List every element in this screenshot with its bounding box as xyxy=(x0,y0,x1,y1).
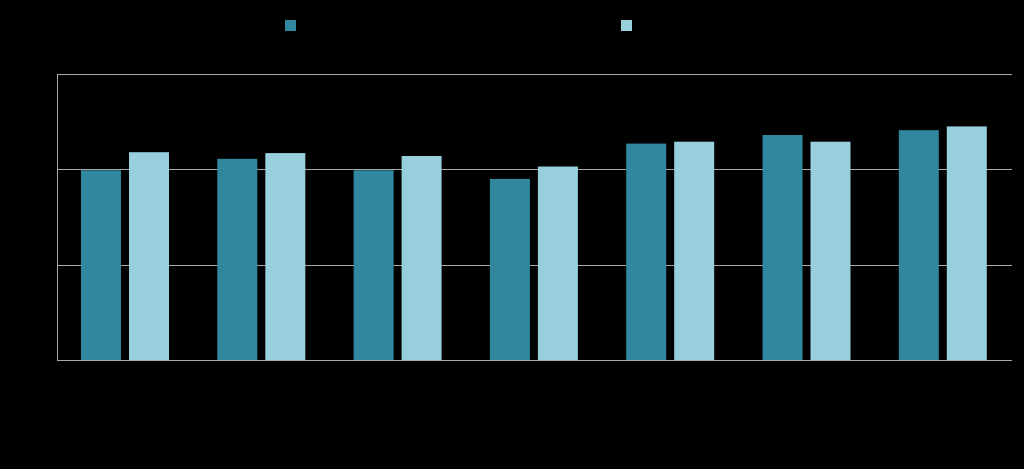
bar-series-2-category-4 xyxy=(537,166,578,360)
bar-series-1-category-2 xyxy=(217,158,258,360)
bar-series-1-category-3 xyxy=(353,170,394,360)
legend-swatch-series-1 xyxy=(285,20,296,31)
bar-series-1-category-4 xyxy=(489,178,530,360)
bar-series-1-category-1 xyxy=(81,170,121,360)
bar-series-2-category-3 xyxy=(401,156,442,360)
bar-series-2-category-7 xyxy=(946,126,987,361)
bar-series-2-category-6 xyxy=(810,141,851,360)
bar-series-2-category-5 xyxy=(674,141,715,360)
legend xyxy=(285,20,632,31)
legend-swatch-series-2 xyxy=(621,20,632,31)
bar-series-1-category-7 xyxy=(898,130,939,360)
bar-series-1-category-5 xyxy=(626,143,667,360)
axes xyxy=(57,74,1012,361)
bar-series-2-category-1 xyxy=(129,152,169,360)
gridlines xyxy=(57,74,1012,266)
bar-series-2-category-2 xyxy=(265,153,306,360)
bar-series-1-category-6 xyxy=(762,135,803,360)
bars xyxy=(81,126,987,361)
